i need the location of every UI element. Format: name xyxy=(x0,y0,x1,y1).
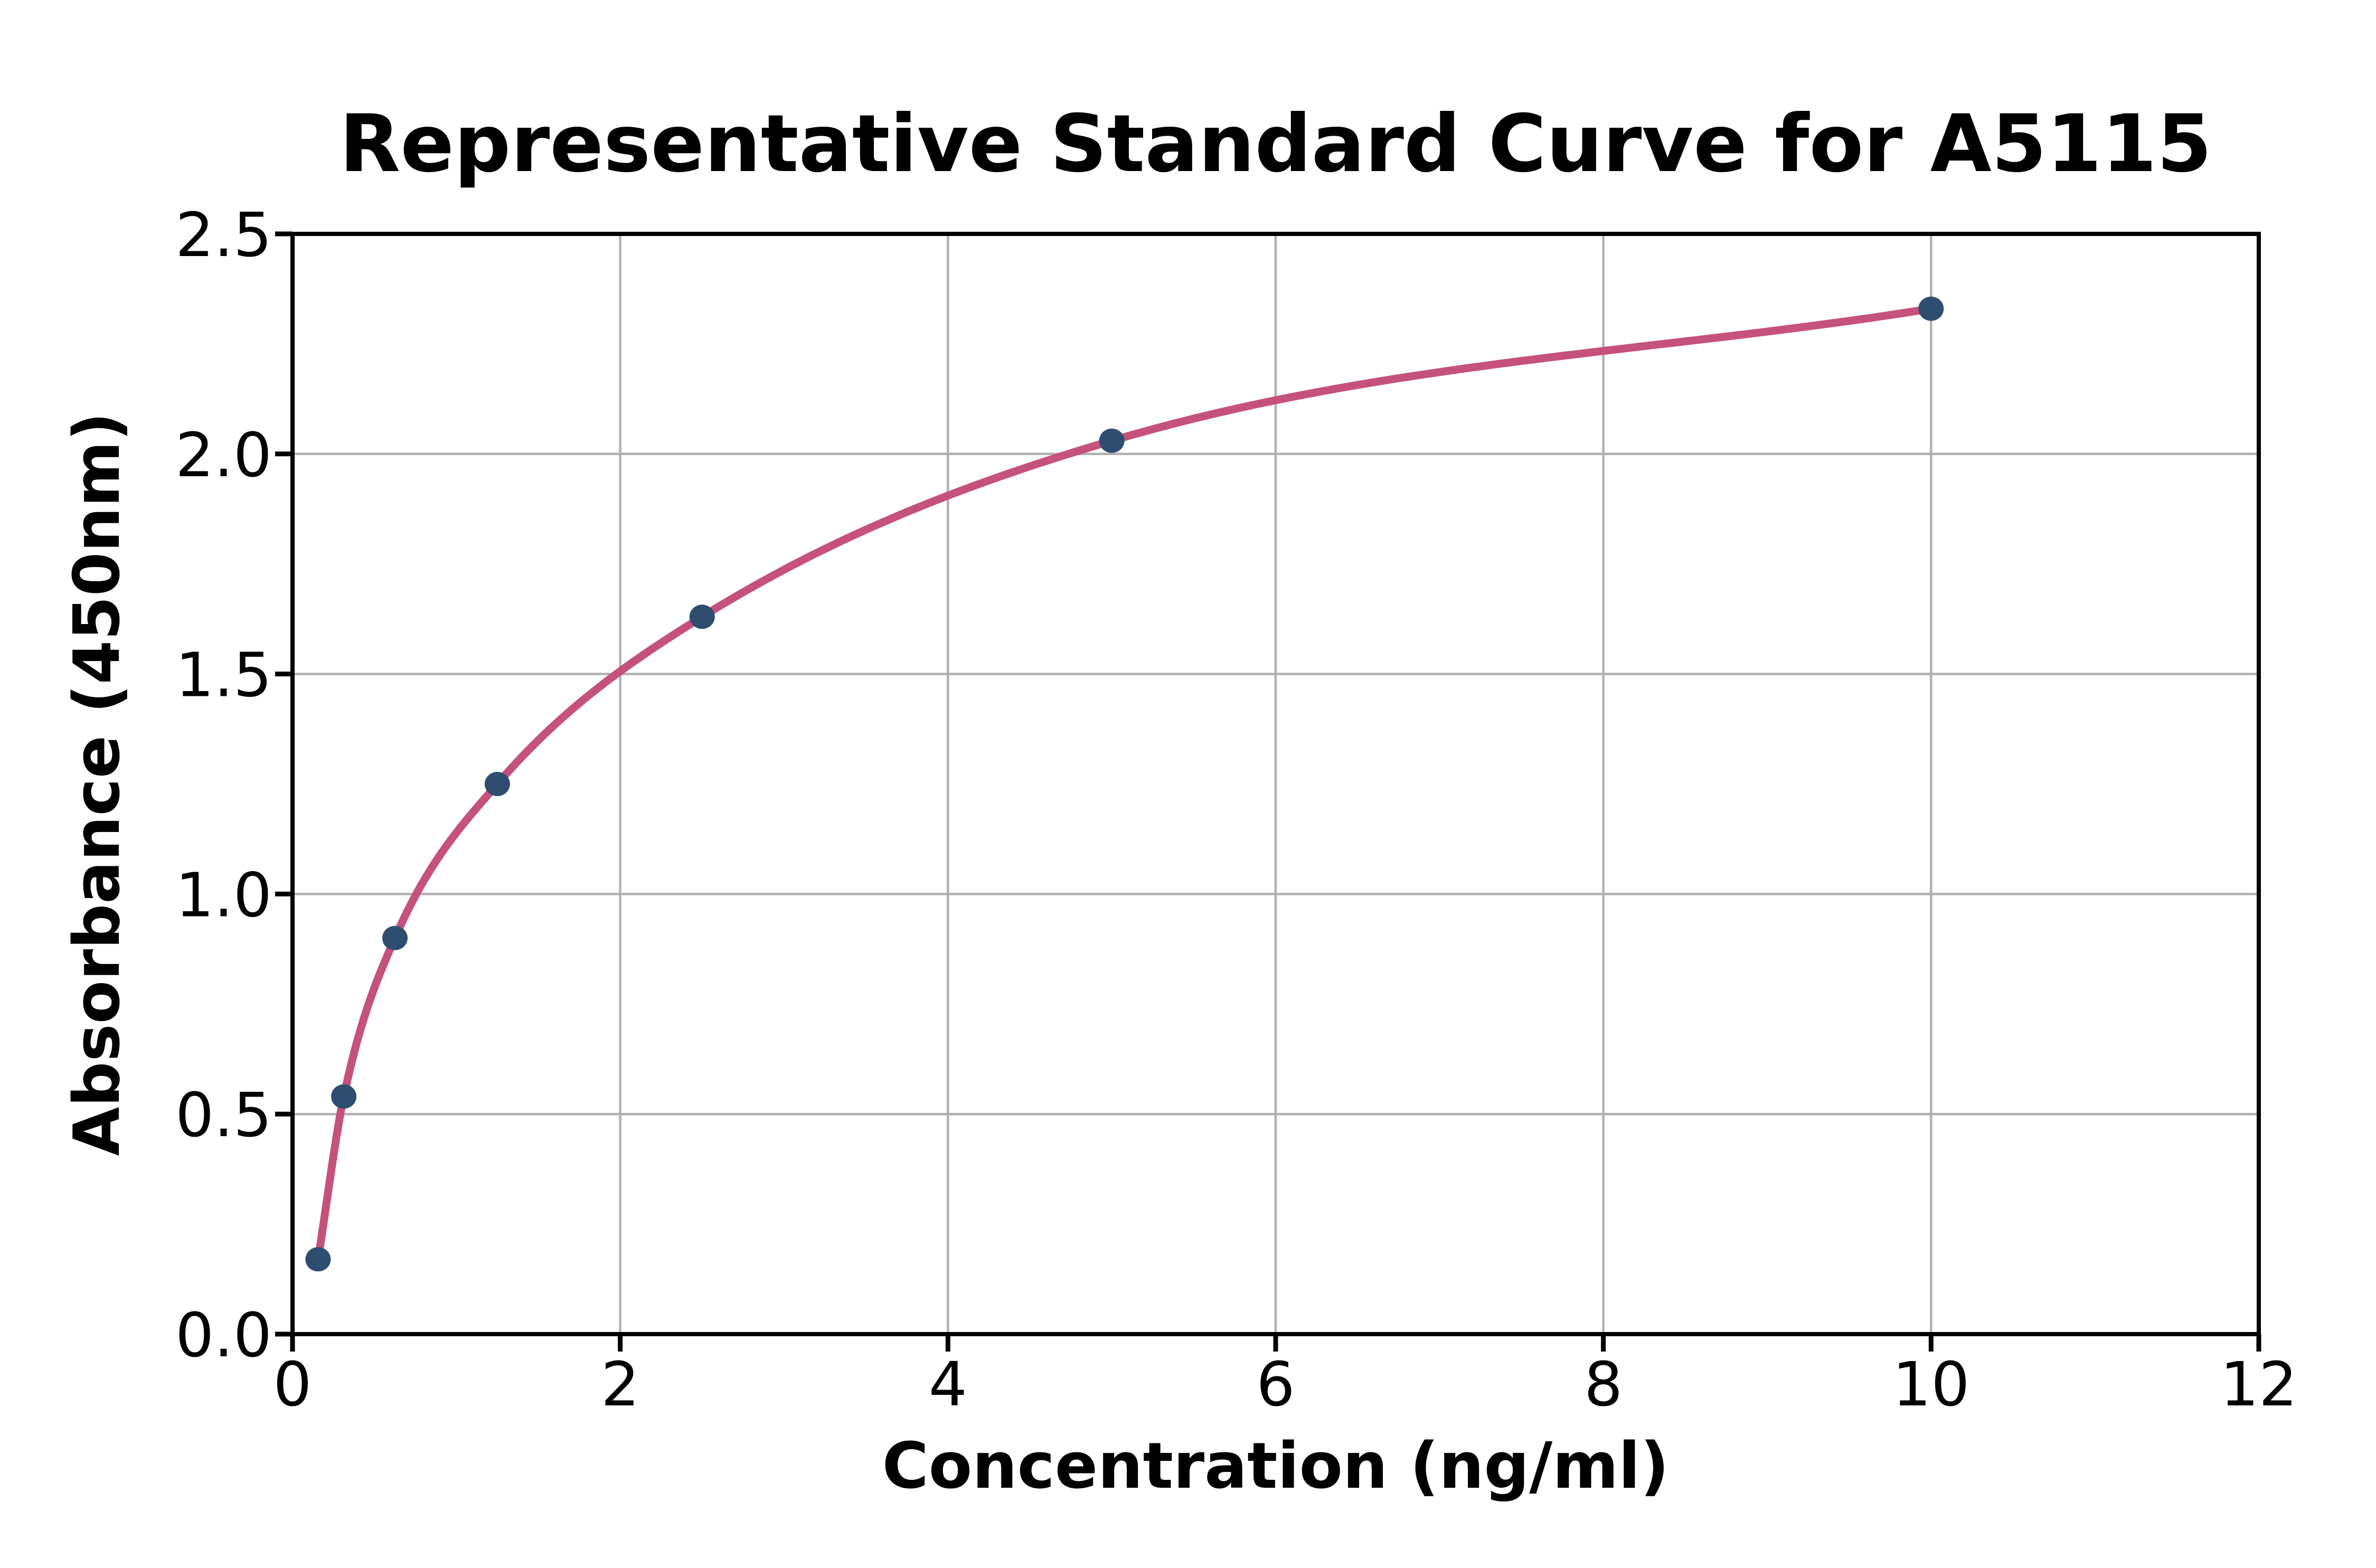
data-point-3 xyxy=(382,925,408,950)
x-tick-label-0: 0 xyxy=(273,1349,312,1420)
gridlines-layer xyxy=(293,234,2259,1334)
data-point-1 xyxy=(305,1247,331,1272)
data-point-2 xyxy=(331,1084,357,1109)
chart-title: Representative Standard Curve for A5115 xyxy=(340,98,2212,190)
x-tick-label-6: 6 xyxy=(1256,1349,1295,1420)
data-point-4 xyxy=(484,772,510,796)
fit-curve xyxy=(314,305,1932,1260)
x-tick-label-8: 8 xyxy=(1584,1349,1623,1420)
x-tick-label-2: 2 xyxy=(601,1349,639,1420)
x-axis-label: Concentration (ng/ml) xyxy=(882,1430,1670,1503)
x-tick-label-4: 4 xyxy=(929,1349,967,1420)
ticks-layer xyxy=(275,231,2261,1352)
y-tick-label-1.0: 1.0 xyxy=(175,860,272,931)
tick-labels-layer: 0 2 4 6 8 10 12 0.0 0.5 1.0 1.5 2.0 2.5 xyxy=(175,200,2297,1420)
data-point-7 xyxy=(1918,296,1944,321)
data-point-6 xyxy=(1099,428,1125,453)
y-tick-label-0.5: 0.5 xyxy=(175,1080,272,1151)
y-tick-label-0.0: 0.0 xyxy=(175,1300,272,1371)
y-tick-label-2.5: 2.5 xyxy=(175,200,272,271)
y-tick-label-2.0: 2.0 xyxy=(175,420,272,491)
x-tick-label-12: 12 xyxy=(2220,1349,2297,1420)
data-point-5 xyxy=(689,604,715,629)
y-axis-label: Absorbance (450nm) xyxy=(61,412,134,1156)
data-points-layer xyxy=(305,296,1944,1272)
fit-curve-layer xyxy=(314,305,1932,1260)
y-tick-label-1.5: 1.5 xyxy=(175,640,272,711)
x-tick-label-10: 10 xyxy=(1892,1349,1969,1420)
